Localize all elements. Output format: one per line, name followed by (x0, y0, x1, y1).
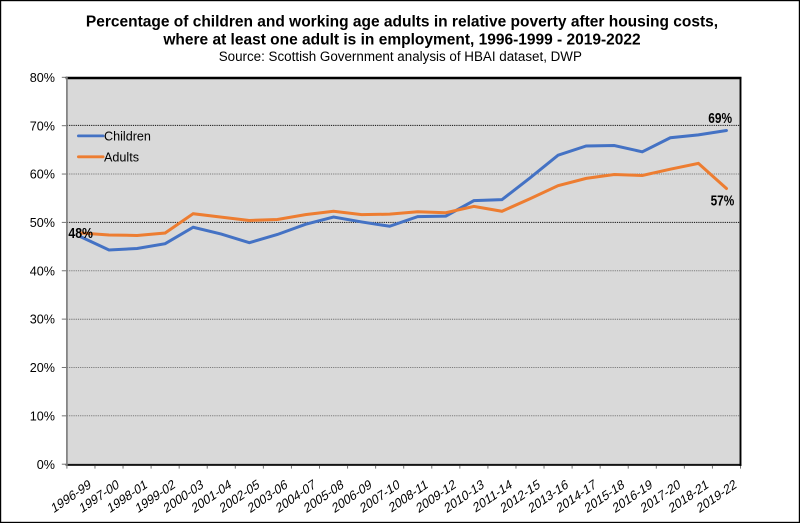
svg-text:70%: 70% (30, 119, 55, 133)
svg-text:0%: 0% (37, 458, 55, 472)
svg-text:Source: Scottish Government an: Source: Scottish Government analysis of … (219, 49, 582, 64)
svg-text:10%: 10% (30, 409, 55, 423)
svg-text:where at least one adult is in: where at least one adult is in employmen… (162, 32, 640, 49)
svg-text:Adults: Adults (104, 150, 139, 164)
svg-text:Percentage of children and wor: Percentage of children and working age a… (86, 14, 718, 31)
svg-text:50%: 50% (30, 216, 55, 230)
svg-text:Children: Children (104, 130, 151, 144)
svg-text:20%: 20% (30, 361, 55, 375)
svg-text:30%: 30% (30, 313, 55, 327)
svg-text:57%: 57% (711, 193, 735, 210)
svg-text:40%: 40% (30, 264, 55, 278)
svg-text:48%: 48% (68, 225, 93, 242)
svg-text:60%: 60% (30, 168, 55, 182)
svg-text:69%: 69% (708, 110, 732, 127)
svg-text:80%: 80% (30, 71, 55, 85)
